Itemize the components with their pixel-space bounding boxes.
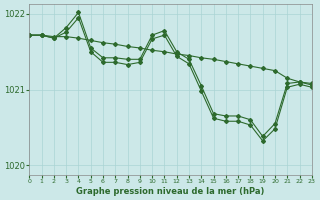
X-axis label: Graphe pression niveau de la mer (hPa): Graphe pression niveau de la mer (hPa) [76, 187, 265, 196]
